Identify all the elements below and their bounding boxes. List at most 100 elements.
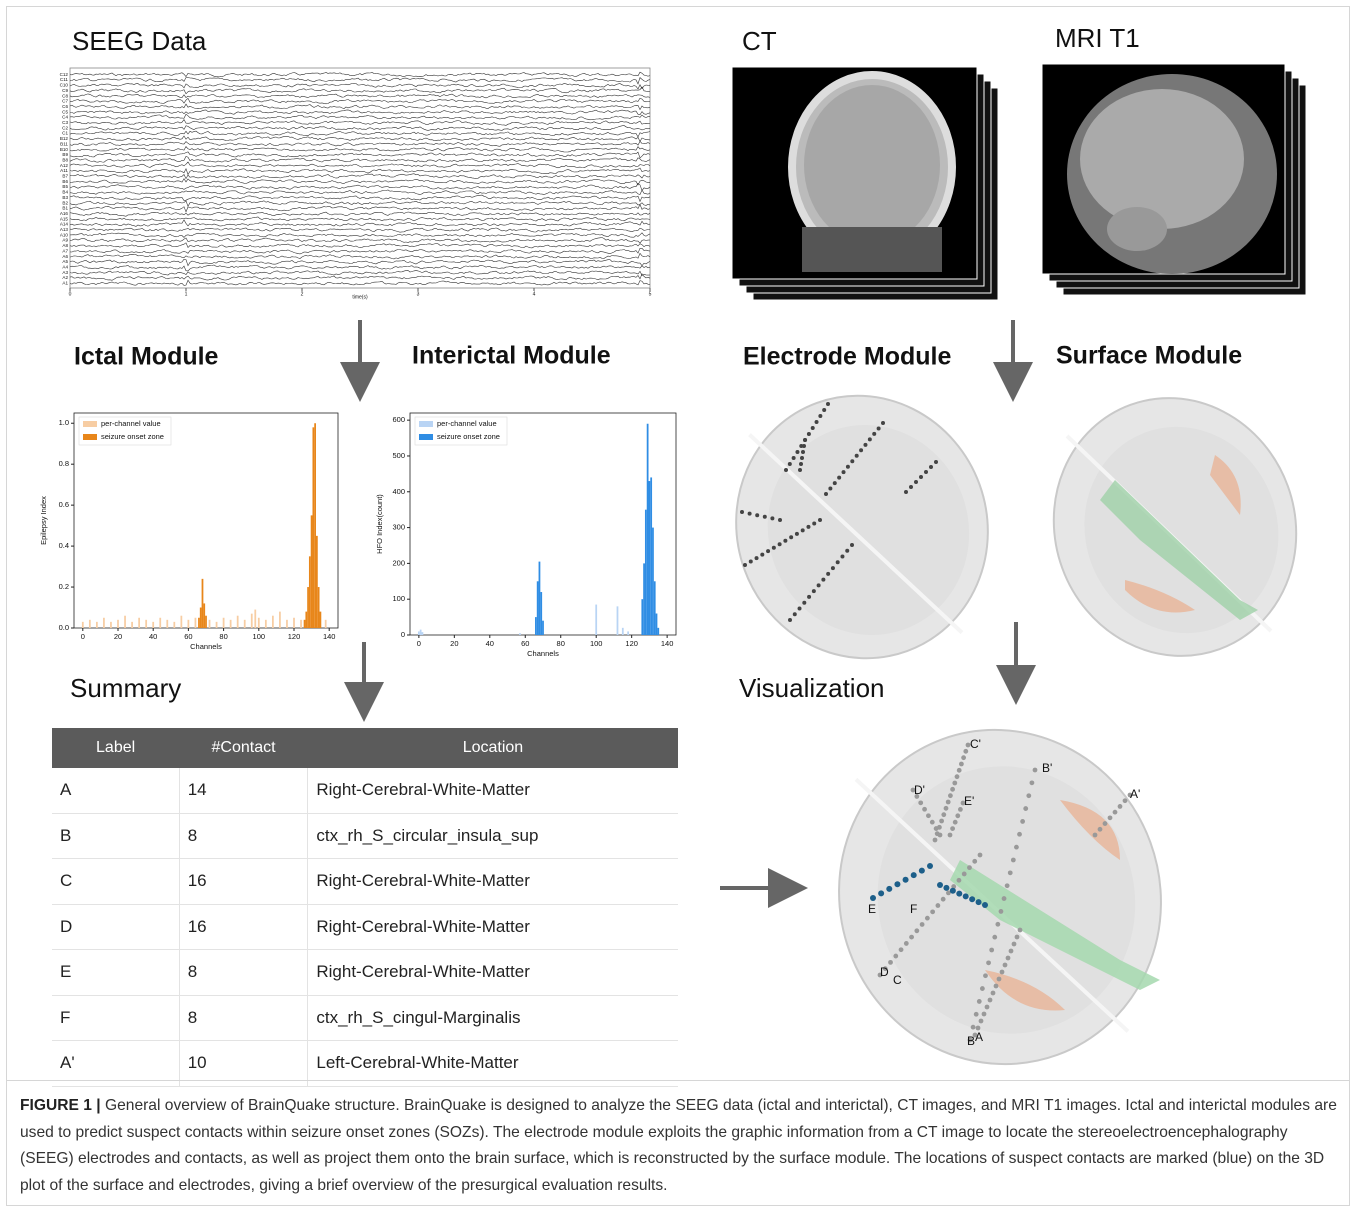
contact bbox=[957, 768, 962, 773]
y-axis-label: HFO Index(count) bbox=[375, 494, 384, 554]
bar bbox=[96, 622, 98, 628]
electrode-label: A' bbox=[1130, 787, 1140, 801]
y-tick-label: 400 bbox=[392, 487, 405, 496]
x-tick-label: 80 bbox=[557, 639, 565, 648]
contact bbox=[784, 468, 788, 472]
eeg-trace bbox=[70, 195, 650, 201]
contact bbox=[988, 998, 993, 1003]
eeg-trace bbox=[70, 72, 650, 77]
contact bbox=[840, 555, 844, 559]
channel-label: C3 bbox=[62, 120, 68, 125]
table-cell: 14 bbox=[179, 768, 308, 813]
contact bbox=[1108, 815, 1113, 820]
contact bbox=[997, 977, 1002, 982]
eeg-trace bbox=[70, 98, 650, 104]
contact bbox=[850, 459, 854, 463]
contact bbox=[818, 518, 822, 522]
eeg-trace bbox=[70, 280, 650, 285]
contact bbox=[817, 583, 821, 587]
contact bbox=[749, 560, 753, 564]
contact bbox=[962, 872, 967, 877]
x-tick-label: 40 bbox=[149, 632, 157, 641]
ct-title: CT bbox=[742, 26, 777, 56]
bar bbox=[300, 620, 302, 628]
bar bbox=[309, 556, 311, 628]
bar bbox=[82, 622, 84, 628]
bar bbox=[195, 618, 197, 628]
bar bbox=[223, 618, 225, 628]
bar bbox=[216, 622, 218, 628]
contact bbox=[946, 800, 951, 805]
contact bbox=[850, 543, 854, 547]
eeg-trace bbox=[70, 270, 650, 275]
contact bbox=[837, 476, 841, 480]
contact bbox=[818, 414, 822, 418]
channel-label: C4 bbox=[62, 115, 68, 120]
legend-label: seizure onset zone bbox=[437, 432, 500, 441]
contact bbox=[894, 881, 900, 887]
channel-label: A8 bbox=[62, 243, 68, 248]
channel-label: A15 bbox=[60, 216, 69, 221]
contact bbox=[877, 426, 881, 430]
eeg-trace bbox=[70, 228, 650, 232]
contact bbox=[1009, 949, 1014, 954]
y-tick-label: 0.8 bbox=[59, 459, 69, 468]
bar bbox=[617, 606, 619, 635]
contact bbox=[919, 868, 925, 874]
contact bbox=[909, 485, 913, 489]
contact bbox=[803, 438, 807, 442]
legend-swatch bbox=[83, 421, 97, 427]
eeg-trace bbox=[70, 141, 650, 146]
skull-base bbox=[802, 227, 942, 272]
contact bbox=[967, 865, 972, 870]
column-header: Label bbox=[52, 728, 179, 768]
bar bbox=[542, 621, 544, 635]
contact bbox=[743, 563, 747, 567]
contact bbox=[1011, 858, 1016, 863]
bar bbox=[138, 618, 140, 628]
bar bbox=[304, 620, 306, 628]
channel-label: C7 bbox=[62, 99, 68, 104]
contact bbox=[999, 909, 1004, 914]
contact bbox=[950, 826, 955, 831]
contact bbox=[929, 465, 933, 469]
x-tick-label: 4 bbox=[533, 291, 536, 297]
channel-label: A2 bbox=[62, 275, 68, 280]
contact bbox=[755, 556, 759, 560]
contact bbox=[788, 618, 792, 622]
eeg-trace bbox=[70, 248, 650, 254]
eeg-trace bbox=[70, 217, 650, 221]
bar bbox=[110, 622, 112, 628]
table-cell: Right-Cerebral-White-Matter bbox=[308, 859, 678, 905]
contact bbox=[920, 922, 925, 927]
contact bbox=[989, 948, 994, 953]
brain-tissue bbox=[804, 85, 940, 245]
eeg-trace bbox=[70, 205, 650, 212]
channel-label: A11 bbox=[60, 168, 68, 173]
bar bbox=[203, 603, 205, 628]
contact bbox=[904, 490, 908, 494]
table-cell: 8 bbox=[179, 813, 308, 859]
bar bbox=[293, 618, 295, 628]
contact bbox=[828, 487, 832, 491]
bar bbox=[540, 592, 542, 635]
bar bbox=[418, 631, 420, 635]
bar bbox=[539, 562, 541, 635]
table-cell: E bbox=[52, 950, 179, 996]
bar bbox=[311, 515, 313, 628]
eeg-trace bbox=[70, 87, 650, 94]
contact bbox=[961, 755, 966, 760]
contact bbox=[952, 781, 957, 786]
eeg-trace bbox=[70, 152, 650, 158]
contact bbox=[1002, 896, 1007, 901]
contact bbox=[801, 450, 805, 454]
bar bbox=[320, 612, 322, 628]
bar bbox=[251, 614, 253, 628]
channel-label: B1 bbox=[62, 206, 68, 211]
table-cell: Right-Cerebral-White-Matter bbox=[308, 904, 678, 950]
eeg-trace bbox=[70, 104, 650, 110]
channel-label: B2 bbox=[62, 200, 68, 205]
bar bbox=[188, 620, 190, 628]
channel-label: C9 bbox=[62, 88, 68, 93]
contact bbox=[1103, 821, 1108, 826]
